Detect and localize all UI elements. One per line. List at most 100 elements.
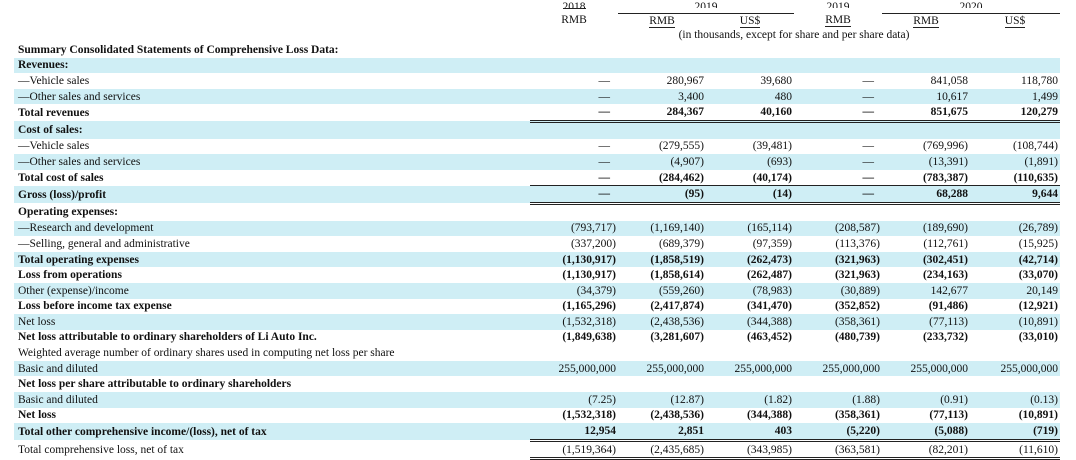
cell-value: 12,954	[530, 423, 618, 442]
currency-label: RMB	[649, 14, 675, 28]
table-row: Net loss (1,532,318) (2,438,536) (344,388)(…	[14, 314, 1060, 330]
cell-value: 1,499	[970, 88, 1060, 105]
cell-value: —	[530, 185, 618, 205]
cell-value: (719)	[970, 423, 1060, 442]
cell-value: (233,732)	[922, 331, 968, 344]
table-row: Net loss per share attributable to ordin…	[14, 376, 1060, 392]
row-label: Total operating expenses	[14, 251, 530, 268]
cell-value	[882, 121, 970, 139]
cell-value: (40,174)	[706, 169, 794, 187]
row-label: Other (expense)/income	[14, 282, 530, 299]
cell-value: (321,963)	[834, 269, 880, 282]
cell-value: (0.13)	[970, 392, 1060, 408]
cell-value: (1,130,917)	[562, 269, 616, 282]
cell-value: (113,376)	[835, 237, 880, 250]
cell-value: (783,387)	[882, 169, 970, 187]
row-label: Total other comprehensive income/(loss),…	[14, 423, 530, 441]
cell-value	[706, 203, 794, 220]
cell-value: (1,891)	[970, 154, 1060, 170]
cell-value: (1,532,318)	[562, 409, 616, 422]
cell-value: (559,260)	[618, 282, 706, 299]
row-label: Operating expenses:	[18, 205, 118, 218]
cell-value	[794, 42, 882, 58]
cell-value: (0.91)	[882, 392, 970, 408]
currency-label: RMB	[561, 14, 587, 27]
cell-value	[970, 376, 1060, 392]
cell-value: (262,473)	[706, 251, 794, 268]
cell-value	[618, 42, 706, 58]
cell-value: —	[794, 154, 882, 170]
cell-value	[618, 121, 706, 139]
cell-value: 68,288	[882, 185, 970, 205]
cell-value	[970, 121, 1060, 139]
cell-value: —	[794, 88, 882, 105]
table-row: Total other comprehensive income/(loss),…	[14, 423, 1060, 442]
cell-value: (1.88)	[794, 392, 882, 408]
cell-value: (208,587)	[794, 220, 882, 237]
row-label: Basic and diluted	[14, 392, 530, 408]
row-label: —Other sales and services	[14, 88, 530, 105]
cell-value: (337,200)	[570, 237, 616, 250]
table-row: —Other sales and services —3,400 480—10,61…	[14, 88, 1060, 105]
cell-value: (10,891)	[970, 314, 1060, 330]
cell-value: 40,160	[706, 104, 794, 123]
row-label: Total revenues	[18, 106, 90, 119]
cell-value: 255,000,000	[970, 360, 1060, 377]
cell-value: 403	[706, 423, 794, 442]
cell-value: (26,789)	[970, 220, 1060, 237]
row-label: Gross (loss)/profit	[14, 185, 530, 204]
cell-value: (5,088)	[882, 423, 970, 442]
cell-value: 3,400	[618, 88, 706, 105]
cell-value	[618, 376, 706, 392]
cell-value: (321,963)	[794, 251, 882, 268]
cell-value: (82,201)	[882, 440, 970, 460]
table-row: —Research and development (793,717) (1,169…	[14, 220, 1060, 237]
cell-value: 255,000,000	[882, 360, 970, 377]
table-row: Cost of sales:	[14, 121, 1060, 139]
table-row: —Vehicle sales — 280,967 39,680 — 841,058 118,…	[14, 73, 1060, 89]
cell-value: (1,532,318)	[530, 314, 618, 330]
cell-value: 480	[706, 88, 794, 105]
cell-value: (7.25)	[530, 392, 618, 408]
table-row: —Vehicle sales — (279,555) (39,481) — (769,99…	[14, 139, 1060, 155]
cell-value: (1,858,614)	[650, 269, 704, 282]
cell-value	[882, 42, 970, 58]
cell-value: 255,000,000	[706, 360, 794, 377]
cell-value	[530, 345, 618, 361]
cell-value	[794, 376, 882, 392]
row-label: —Selling, general and administrative	[18, 237, 190, 250]
cell-value: (343,985)	[706, 440, 794, 460]
cell-value: 120,279	[970, 104, 1060, 123]
cell-value	[530, 121, 618, 139]
cell-value: (1,849,638)	[562, 331, 616, 344]
currency-header-row: RMB RMB US$ RMB RMB US$	[14, 13, 1060, 28]
cell-value: 10,617	[882, 88, 970, 105]
cell-value: (189,690)	[882, 220, 970, 237]
cell-value: (13,391)	[882, 154, 970, 170]
row-label: Net loss per share attributable to ordin…	[18, 378, 292, 391]
cell-value	[706, 57, 794, 74]
row-label: Revenues:	[14, 57, 530, 74]
cell-value: 255,000,000	[618, 360, 706, 377]
cell-value	[882, 203, 970, 220]
cell-value: (344,388)	[746, 409, 792, 422]
cell-value	[530, 376, 618, 392]
cell-value: (1,169,140)	[618, 220, 706, 237]
cell-value: (1,519,364)	[530, 440, 618, 460]
cell-value: 841,058	[930, 74, 968, 87]
table-row: Total operating expenses (1,130,917) (1,85…	[14, 251, 1060, 268]
cell-value: (3,281,607)	[650, 331, 704, 344]
cell-value: —	[794, 169, 882, 187]
cell-value: (302,451)	[882, 251, 970, 268]
table-row: Operating expenses:	[14, 203, 1060, 220]
cell-value: (91,486)	[928, 300, 968, 313]
table-row: Loss from operations (1,130,917) (1,858,61…	[14, 267, 1060, 283]
row-label: —Vehicle sales	[18, 74, 90, 87]
cell-value: 280,967	[666, 74, 704, 87]
cell-value	[882, 345, 970, 361]
year-label: 2018	[562, 0, 586, 9]
year-label: 2020	[959, 0, 983, 8]
cell-value: (39,481)	[752, 140, 792, 153]
cell-value: (1,858,519)	[618, 251, 706, 268]
cell-value: (33,010)	[1018, 331, 1058, 344]
